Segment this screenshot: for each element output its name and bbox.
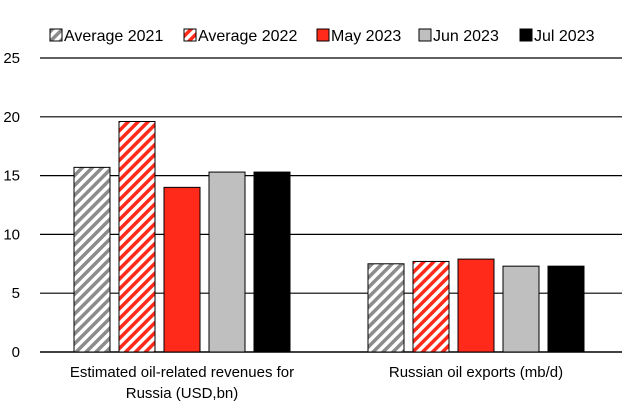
legend-label: Jul 2023 <box>534 28 595 45</box>
y-tick-label: 15 <box>3 168 20 185</box>
legend-label: Average 2021 <box>64 28 163 45</box>
bar <box>547 265 585 353</box>
bar <box>253 171 291 353</box>
y-axis-ticks: 0 5 10 15 20 25 <box>3 50 20 361</box>
y-tick-label: 25 <box>3 50 20 67</box>
legend-label: May 2023 <box>331 28 401 45</box>
bars <box>73 121 585 353</box>
legend-label: Jun 2023 <box>433 28 499 45</box>
y-tick-label: 10 <box>3 226 20 243</box>
legend-swatch <box>519 28 533 42</box>
bar <box>457 258 495 353</box>
bar <box>163 186 201 353</box>
bar <box>502 265 540 353</box>
legend-label: Average 2022 <box>198 28 297 45</box>
y-tick-label: 20 <box>3 109 20 126</box>
bar <box>73 166 111 353</box>
x-axis-labels: Estimated oil-related revenues for Russia… <box>70 364 563 402</box>
bar <box>118 121 156 353</box>
legend-swatch <box>49 28 63 42</box>
legend: Average 2021 Average 2022 May 2023 Jun 2023… <box>49 28 595 45</box>
x-category-label: Estimated oil-related revenues for <box>70 364 294 381</box>
y-tick-label: 0 <box>12 344 20 361</box>
bar <box>208 171 246 353</box>
y-tick-label: 5 <box>12 285 20 302</box>
legend-swatch <box>183 28 197 42</box>
legend-swatch <box>316 28 330 42</box>
legend-swatch <box>418 28 432 42</box>
x-category-label: Russia (USD,bn) <box>126 385 239 402</box>
x-category-label: Russian oil exports (mb/d) <box>389 364 563 381</box>
bar <box>412 260 450 353</box>
bar <box>367 263 405 353</box>
